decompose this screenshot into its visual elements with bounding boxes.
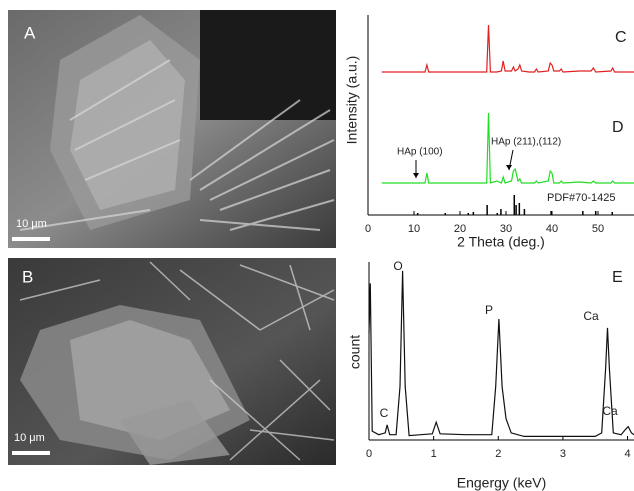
y-axis-label: Intensity (a.u.) [344, 56, 360, 145]
page: {"panels": { "a": {"label": "A", "scale"… [0, 0, 634, 491]
scale-bar-label: 10 μm [14, 432, 45, 444]
annotation: C [380, 406, 389, 420]
annotation: P [485, 303, 493, 317]
x-axis-label: 2 Theta (deg.) [457, 234, 545, 250]
y-axis-label: count [347, 335, 363, 369]
x-tick-label: 0 [366, 448, 372, 460]
sem-image-b: B 10 μm [8, 258, 336, 465]
annotation: Ca [602, 404, 618, 418]
annotation: C [615, 29, 627, 46]
annotation: E [612, 269, 623, 286]
panel-label: A [24, 23, 36, 42]
x-tick-label: 4 [624, 448, 630, 460]
arrow-head [506, 165, 512, 170]
x-tick-label: 40 [546, 223, 558, 235]
scale-bar-label: 10 μm [16, 218, 47, 230]
spectrum-line [369, 271, 634, 437]
x-tick-label: 50 [592, 223, 604, 235]
spectrum-line [382, 25, 634, 72]
arrow-head [413, 173, 419, 178]
x-tick-label: 2 [495, 448, 501, 460]
x-tick-label: 10 [408, 223, 420, 235]
x-tick-label: 1 [431, 448, 437, 460]
sem-image-a: A 10 μm [8, 10, 336, 248]
annotation: HAp (100) [397, 147, 443, 158]
chart: 0 1 2 3 4 [366, 262, 634, 460]
panel-label: B [22, 267, 33, 286]
reference-label: PDF#70-1425 [547, 192, 616, 204]
annotation: HAp (211),(112) [491, 137, 561, 148]
annotation: Ca [583, 309, 599, 323]
x-tick-label: 0 [365, 223, 371, 235]
annotation: O [393, 259, 402, 273]
x-axis-label: Engergy (keV) [457, 475, 546, 491]
annotation: D [612, 119, 624, 136]
x-tick-label: 3 [560, 448, 566, 460]
figure: A 10 μm B 10 μm 0102030405062 Theta (deg… [0, 0, 634, 491]
